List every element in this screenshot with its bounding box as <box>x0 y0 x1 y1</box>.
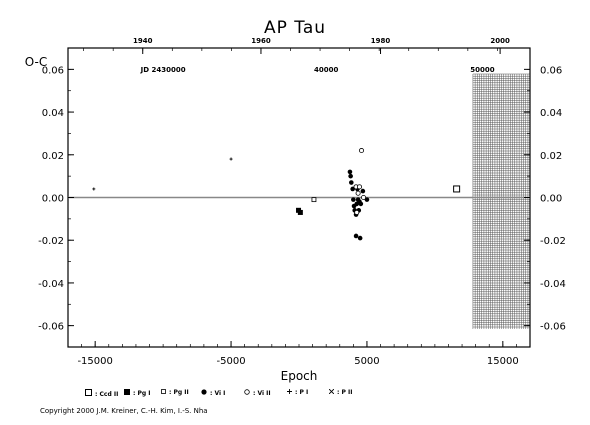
legend-label: : Ccd II <box>95 391 119 398</box>
legend-marker-icon <box>287 389 292 396</box>
jd-label: JD 2430000 <box>140 66 186 74</box>
y-tick-label-right: -0.04 <box>540 279 566 290</box>
y-tick-label-left: -0.06 <box>38 322 64 333</box>
future-hatch <box>472 73 530 329</box>
y-tick-label-left: 0.04 <box>42 108 64 119</box>
y-tick-label-right: 0.00 <box>540 194 562 205</box>
y-axis-label: O-C <box>25 55 48 69</box>
year-tick-label: 2000 <box>490 37 510 45</box>
x-tick-label: -15000 <box>77 356 112 367</box>
data-point <box>361 194 367 200</box>
y-tick-label-right: -0.06 <box>540 322 566 333</box>
data-point <box>92 187 96 191</box>
legend-label: : P II <box>337 389 353 396</box>
y-tick-label-left: 0.02 <box>42 151 64 162</box>
legend-label: : Pg II <box>169 389 189 396</box>
chart-title: AP Tau <box>263 18 327 38</box>
legend-marker-icon <box>201 389 207 397</box>
legend-label: : Pg I <box>133 390 151 397</box>
data-point <box>347 169 353 175</box>
legend-item: : P I <box>287 389 308 396</box>
data-point <box>357 235 363 241</box>
y-tick-label-right: -0.02 <box>540 236 566 247</box>
legend-item: : Pg II <box>161 389 189 396</box>
data-point <box>348 173 353 179</box>
x-axis-label: Epoch <box>281 369 318 383</box>
x-tick-label: 5000 <box>354 356 379 367</box>
jd-label: 40000 <box>314 66 338 74</box>
year-tick-label: 1960 <box>251 37 271 45</box>
y-tick-label-right: 0.04 <box>540 108 562 119</box>
x-tick-label: 15000 <box>487 356 519 367</box>
legend-marker-icon <box>124 389 130 397</box>
legend-label: : P I <box>295 389 309 396</box>
legend-marker-icon <box>161 389 166 396</box>
data-point <box>360 188 366 194</box>
data-point <box>354 209 360 215</box>
legend-label: : Vi II <box>253 390 271 397</box>
copyright-notice: Copyright 2000 J.M. Kreiner, C.-H. Kim, … <box>40 407 208 415</box>
data-point <box>353 233 359 239</box>
legend-item: : Ccd II <box>85 389 118 398</box>
legend-item: : Vi II <box>244 389 271 397</box>
y-tick-label-left: 0.00 <box>42 194 64 205</box>
legend-label: : Vi I <box>210 390 226 397</box>
data-point <box>311 197 317 203</box>
legend-item: : Pg I <box>124 389 151 397</box>
data-point <box>356 184 362 190</box>
y-tick-label-right: 0.02 <box>540 151 562 162</box>
x-tick-label: -5000 <box>217 356 246 367</box>
y-tick-label-left: -0.04 <box>38 279 64 290</box>
legend-marker-icon <box>244 389 250 397</box>
jd-label: 50000 <box>470 66 494 74</box>
legend-marker-icon <box>328 388 335 396</box>
legend-marker-icon <box>85 389 92 398</box>
data-point <box>349 180 354 185</box>
data-point <box>359 148 365 154</box>
legend-item: : Vi I <box>201 389 225 397</box>
year-tick-label: 1940 <box>133 37 153 45</box>
data-point <box>358 201 364 207</box>
y-tick-label-left: -0.02 <box>38 236 64 247</box>
data-point <box>229 157 233 161</box>
y-tick-label-right: 0.06 <box>540 65 562 76</box>
data-point <box>297 209 303 215</box>
year-tick-label: 1980 <box>371 37 391 45</box>
legend-item: : P II <box>328 388 353 396</box>
data-point <box>351 197 356 202</box>
data-point <box>453 185 461 193</box>
data-point <box>355 190 361 196</box>
y-tick-label-left: 0.06 <box>42 65 64 76</box>
legend: : Ccd II : Pg I : Pg II : Vi I : Vi II : P I:… <box>85 388 405 401</box>
